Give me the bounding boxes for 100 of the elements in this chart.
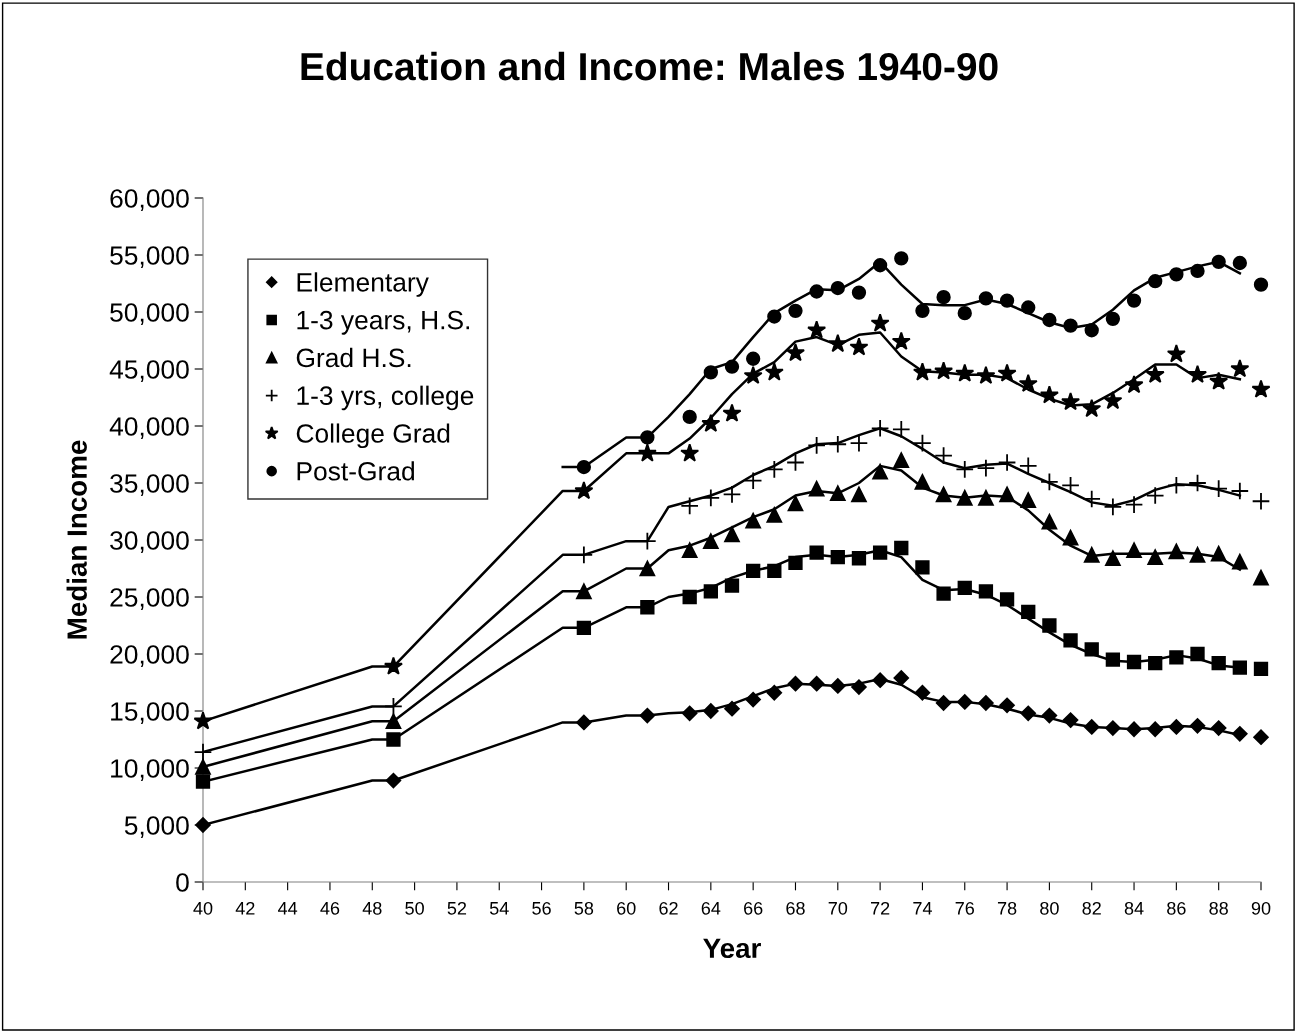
point — [195, 759, 211, 775]
point — [703, 584, 718, 599]
point — [870, 419, 890, 438]
point — [997, 363, 1017, 382]
point — [1084, 642, 1099, 657]
x-tick-label: 56 — [532, 901, 551, 915]
point — [1103, 497, 1123, 517]
x-tick-label: 64 — [701, 901, 721, 915]
point — [978, 695, 994, 711]
point — [640, 430, 655, 445]
point — [639, 560, 656, 577]
point — [745, 512, 762, 529]
y-tick-label: 25,000 — [110, 588, 189, 610]
point — [1147, 721, 1163, 738]
point — [1230, 481, 1250, 501]
x-axis-title: Year — [703, 938, 761, 959]
point — [193, 742, 213, 762]
x-tick-label: 40 — [193, 901, 213, 915]
point — [1189, 546, 1206, 563]
point — [1105, 720, 1121, 736]
point — [1063, 318, 1078, 333]
point — [745, 691, 761, 708]
point — [955, 460, 974, 479]
y-tick-label: 30,000 — [110, 531, 189, 553]
point — [386, 732, 401, 747]
x-tick-label: 84 — [1124, 901, 1144, 915]
point — [997, 453, 1017, 472]
point — [764, 362, 784, 381]
x-tick-label: 90 — [1251, 901, 1271, 915]
point — [1020, 492, 1037, 508]
point — [1251, 379, 1271, 398]
point — [891, 331, 911, 350]
point — [385, 713, 402, 730]
point — [935, 486, 952, 503]
point — [1019, 456, 1038, 476]
point — [934, 361, 954, 380]
point — [787, 675, 804, 692]
y-tick-label: 15,000 — [111, 702, 189, 724]
x-tick-label: 86 — [1167, 901, 1186, 915]
point — [978, 489, 994, 506]
point — [785, 343, 805, 362]
point — [681, 705, 698, 722]
point — [999, 592, 1015, 607]
point — [1145, 486, 1165, 505]
point — [1190, 263, 1205, 279]
x-tick-label: 66 — [744, 901, 763, 915]
point — [999, 486, 1015, 503]
point — [849, 337, 869, 356]
point — [1169, 650, 1184, 665]
legend-label: Elementary — [297, 272, 429, 297]
x-tick-label: 68 — [786, 901, 805, 915]
point — [1190, 646, 1205, 662]
point — [851, 551, 867, 566]
point — [765, 460, 784, 479]
point — [195, 774, 211, 789]
point — [1211, 655, 1226, 671]
legend-label: Post-Grad — [297, 461, 414, 481]
point — [872, 672, 888, 688]
point — [1061, 476, 1080, 495]
point — [1209, 371, 1229, 390]
point — [978, 584, 994, 599]
point — [787, 495, 804, 512]
point — [1040, 472, 1059, 492]
point — [894, 540, 909, 556]
point — [1209, 479, 1228, 498]
point — [788, 303, 803, 319]
x-tick-label: 42 — [235, 901, 255, 915]
point — [682, 589, 697, 605]
point — [1103, 390, 1123, 410]
point — [1166, 344, 1186, 363]
x-tick-label: 60 — [617, 901, 636, 915]
legend-label: Grad H.S. — [296, 347, 411, 368]
point — [830, 549, 845, 565]
point — [1148, 274, 1163, 289]
point — [788, 555, 803, 570]
point — [1039, 385, 1059, 404]
x-tick-label: 58 — [574, 901, 594, 915]
point — [1168, 719, 1185, 735]
point — [680, 443, 700, 462]
x-tick-label: 48 — [362, 901, 382, 915]
point — [1124, 375, 1144, 394]
x-tick-label: 88 — [1209, 901, 1228, 915]
y-tick-label: 35,000 — [110, 474, 189, 496]
point — [936, 586, 951, 601]
point — [767, 563, 782, 578]
point — [872, 463, 888, 480]
point — [914, 474, 931, 490]
x-tick-label: 80 — [1040, 901, 1059, 915]
point — [956, 489, 973, 506]
point — [892, 420, 911, 439]
point — [1041, 707, 1058, 724]
x-tick-label: 76 — [955, 901, 975, 915]
point — [955, 363, 975, 382]
point — [1232, 726, 1248, 742]
point — [743, 471, 763, 490]
point — [1018, 373, 1038, 393]
point — [743, 365, 763, 385]
point — [701, 413, 721, 432]
point — [1061, 392, 1081, 411]
point — [680, 496, 699, 516]
